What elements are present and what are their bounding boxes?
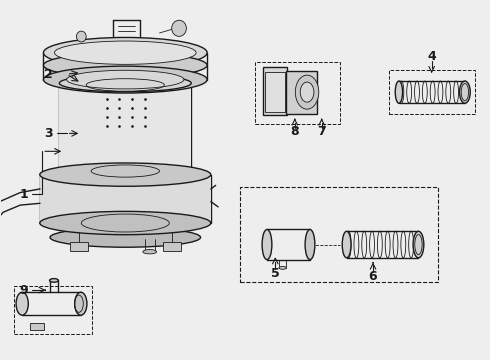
Ellipse shape <box>74 292 87 315</box>
Text: 9: 9 <box>20 284 28 297</box>
Ellipse shape <box>460 81 470 103</box>
Bar <box>265 72 285 112</box>
Ellipse shape <box>59 75 191 92</box>
Text: 6: 6 <box>368 270 377 283</box>
Ellipse shape <box>143 249 157 254</box>
Ellipse shape <box>461 84 468 101</box>
Ellipse shape <box>395 81 403 103</box>
Ellipse shape <box>300 82 314 102</box>
Ellipse shape <box>295 75 319 109</box>
Ellipse shape <box>76 31 86 42</box>
Bar <box>30 323 44 329</box>
Ellipse shape <box>44 37 207 68</box>
Text: 8: 8 <box>291 125 299 139</box>
Text: 7: 7 <box>318 125 326 139</box>
Ellipse shape <box>59 166 191 183</box>
Ellipse shape <box>342 231 351 258</box>
Bar <box>70 242 88 251</box>
Text: 3: 3 <box>44 127 53 140</box>
Ellipse shape <box>44 53 207 78</box>
Bar <box>163 242 180 251</box>
Ellipse shape <box>40 211 211 235</box>
Ellipse shape <box>279 266 286 269</box>
Bar <box>255 62 340 125</box>
Text: 5: 5 <box>271 267 280 280</box>
Text: 2: 2 <box>44 68 53 81</box>
Ellipse shape <box>49 279 58 282</box>
Ellipse shape <box>50 228 200 247</box>
Text: 1: 1 <box>20 188 28 201</box>
Ellipse shape <box>16 292 28 315</box>
Ellipse shape <box>415 234 422 255</box>
Ellipse shape <box>262 229 272 260</box>
Ellipse shape <box>44 66 207 93</box>
Bar <box>286 71 318 114</box>
Bar <box>263 67 287 116</box>
Ellipse shape <box>67 70 184 89</box>
Bar <box>389 69 475 114</box>
Bar <box>240 187 438 282</box>
Bar <box>14 286 92 334</box>
Ellipse shape <box>54 41 196 64</box>
Bar <box>59 83 191 175</box>
Ellipse shape <box>172 20 186 36</box>
Ellipse shape <box>413 231 424 258</box>
Ellipse shape <box>40 163 211 186</box>
Bar <box>40 175 211 223</box>
Ellipse shape <box>305 229 315 260</box>
Text: 4: 4 <box>427 50 436 63</box>
